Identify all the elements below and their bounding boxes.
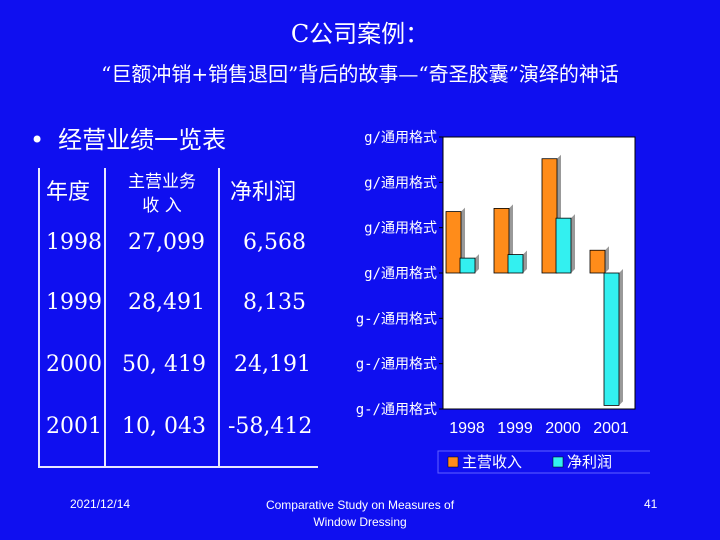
bullet-text: 经营业绩一览表: [58, 126, 227, 154]
row-1998-revenue: 27,099: [128, 230, 205, 255]
legend-box: [437, 450, 650, 474]
bar-depth: [605, 246, 609, 273]
row-2001-profit: -58,412: [228, 414, 313, 439]
slide-subtitle: “巨额冲销+销售退回”背后的故事—“奇圣胶囊”演绎的神话: [101, 62, 619, 86]
legend-swatch-profit: [552, 456, 564, 468]
bar-depth: [619, 269, 623, 406]
bar-profit-2000: [555, 217, 572, 274]
y-tick-label: g/通用格式: [364, 175, 437, 191]
row-1999-revenue: 28,491: [128, 290, 205, 315]
y-tick-label: g/通用格式: [364, 221, 437, 237]
footer-center: Comparative Study on Measures of Window …: [230, 497, 490, 531]
x-tick-label: 2001: [593, 420, 629, 437]
row-1998-profit: 6,568: [243, 230, 306, 255]
x-tick-label: 2000: [545, 420, 581, 437]
x-tick-label: 1998: [449, 420, 485, 437]
row-1999-profit: 8,135: [243, 290, 306, 315]
footer-date: 2021/12/14: [70, 497, 131, 511]
table-divider-1: [104, 168, 106, 466]
row-2000-revenue: 50, 419: [122, 352, 206, 377]
bar-revenue-2001: [589, 249, 606, 274]
legend-label-profit: 净利润: [567, 453, 612, 471]
bar-profit-1998: [459, 257, 476, 274]
row-2000-year: 2000: [46, 352, 102, 377]
row-2001-year: 2001: [46, 414, 102, 439]
bullet-marker: •: [30, 126, 45, 154]
y-tick-label: g-/通用格式: [356, 311, 437, 327]
header-revenue-line1: 主营业务: [128, 172, 196, 192]
bar-revenue-2000: [541, 158, 558, 274]
y-tick-label: g/通用格式: [364, 266, 437, 282]
bar-profit-2001: [603, 272, 620, 406]
legend-label-revenue: 主营收入: [462, 453, 522, 471]
bar-depth: [461, 207, 465, 273]
table-border-left: [38, 168, 40, 466]
bullet-heading: • 经营业绩一览表: [30, 120, 226, 155]
header-revenue-line2: 收 入: [142, 196, 182, 216]
header-profit: 净利润: [230, 180, 297, 205]
row-2001-revenue: 10, 043: [122, 414, 206, 439]
bar-depth: [523, 250, 527, 273]
revenue-profit-chart: g/通用格式 g/通用格式 g/通用格式 g/通用格式 g-/通用格式 g-/通用格式 g-…: [356, 130, 650, 474]
bar-profit-1999: [507, 254, 524, 274]
footer-center-line1: Comparative Study on Measures of: [265, 498, 455, 512]
footer-center-line2: Window Dressing: [313, 515, 407, 529]
header-revenue: 主营业务 收 入: [112, 170, 212, 218]
bar-depth: [475, 254, 479, 273]
bar-revenue-1999: [493, 208, 510, 274]
bar-depth: [571, 214, 575, 273]
row-1999-year: 1999: [46, 290, 102, 315]
slide-title: C公司案例：: [290, 20, 430, 48]
bar-revenue-1998: [445, 211, 462, 274]
table-divider-2: [218, 168, 220, 466]
y-tick-label: g/通用格式: [364, 130, 437, 146]
y-tick-label: g-/通用格式: [356, 402, 437, 418]
y-tick-label: g-/通用格式: [356, 357, 437, 373]
legend-swatch-revenue: [447, 456, 459, 468]
performance-table: 年度 主营业务 收 入 净利润 1998 27,099 6,568 1999 2…: [38, 168, 318, 468]
footer-page-number: 41: [644, 497, 658, 511]
row-2000-profit: 24,191: [234, 352, 311, 377]
x-tick-label: 1999: [497, 420, 533, 437]
row-1998-year: 1998: [46, 230, 102, 255]
header-year: 年度: [46, 180, 91, 205]
